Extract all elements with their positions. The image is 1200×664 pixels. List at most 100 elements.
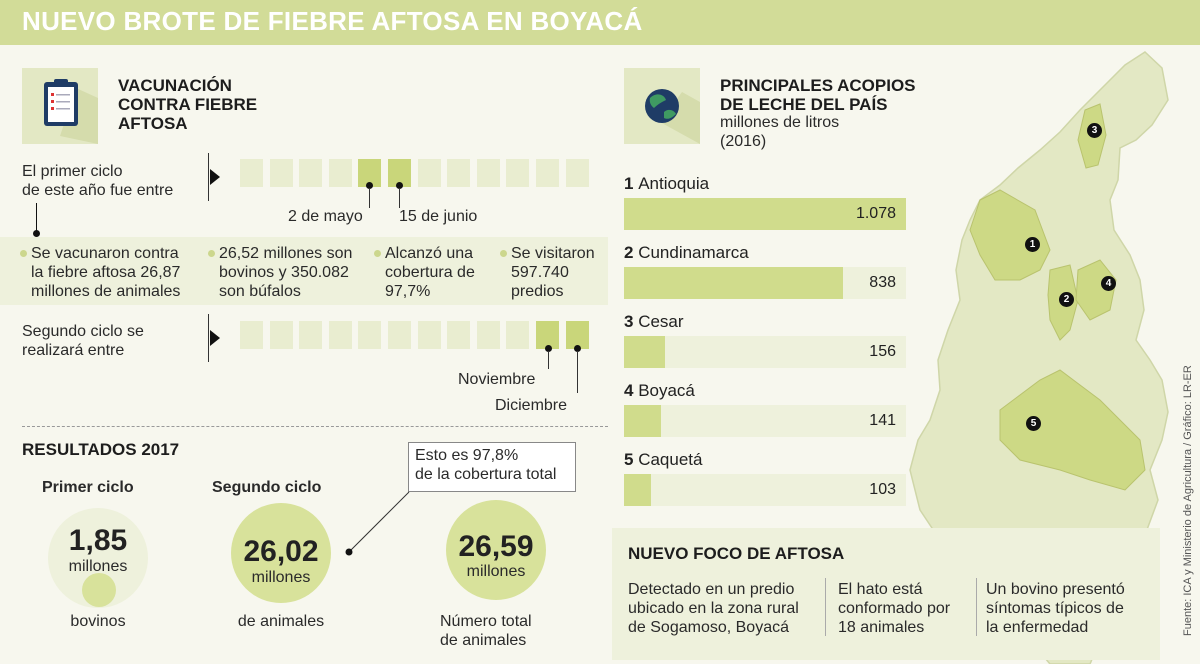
- fact-line: la fiebre aftosa 26,87: [31, 264, 181, 281]
- date-nov: Noviembre: [458, 371, 536, 388]
- foco-line: la enfermedad: [986, 619, 1089, 636]
- callout-connector: [345, 491, 410, 556]
- foco-header: NUEVO FOCO DE AFTOSA: [628, 544, 845, 563]
- second-cycle-label-line: Segundo ciclo se: [22, 323, 144, 340]
- month-cell: [388, 321, 411, 349]
- june-connector: [399, 188, 400, 208]
- acopios-header-line: PRINCIPALES ACOPIOS: [720, 76, 916, 95]
- bar-rank: 2: [624, 243, 639, 262]
- foco-line: conformado por: [838, 600, 951, 617]
- callout-line: de la cobertura total: [415, 466, 557, 483]
- timeline-1-arrow: [210, 169, 220, 185]
- dec-connector: [577, 351, 578, 393]
- month-cell: [240, 321, 263, 349]
- globe-icon: [645, 89, 700, 144]
- first-cycle-inner-circle: [82, 573, 116, 607]
- month-cell: [328, 321, 352, 349]
- may-connector: [369, 188, 370, 208]
- foco-line: Un bovino presentó: [986, 581, 1125, 598]
- first-cycle-unit: millones: [68, 558, 128, 575]
- fact-4: Se visitaron 597.740 predios: [511, 244, 595, 301]
- month-cell: [240, 159, 263, 187]
- timeline-2-arrow: [210, 330, 220, 346]
- foco-col-2: El hato está conformado por 18 animales: [838, 580, 950, 637]
- bar-rank: 4: [624, 381, 639, 400]
- map-pin-3: 3: [1087, 123, 1102, 138]
- fact-line: cobertura de: [385, 264, 475, 281]
- month-cell: [476, 321, 500, 349]
- fact-bullet: [500, 250, 507, 257]
- first-cycle-caption: bovinos: [70, 613, 126, 630]
- bar-label: 3 Cesar: [624, 312, 684, 332]
- bar-track: [624, 405, 906, 437]
- foco-col-3: Un bovino presentó síntomas típicos de l…: [986, 580, 1125, 637]
- bar-category: Caquetá: [638, 450, 703, 469]
- fact-bullet: [20, 250, 27, 257]
- globe-icon-box: [624, 68, 700, 144]
- fact-1: Se vacunaron contra la fiebre aftosa 26,…: [31, 244, 180, 301]
- bar-label: 1 Antioquia: [624, 174, 709, 194]
- acopios-header: PRINCIPALES ACOPIOS DE LECHE DEL PAÍS: [720, 76, 916, 114]
- fact-line: predios: [511, 283, 564, 300]
- bar-category: Cesar: [638, 312, 684, 331]
- fact-line: 97,7%: [385, 283, 431, 300]
- first-cycle-connector: [36, 203, 37, 233]
- bar-category: Antioquia: [638, 174, 710, 193]
- month-cell: [269, 159, 293, 187]
- timeline-1-divider: [208, 153, 209, 201]
- second-cycle-circle: [231, 503, 331, 603]
- month-cell: [565, 159, 589, 187]
- vacunacion-header-line: CONTRA FIEBRE: [118, 95, 258, 114]
- total-value: 26,59: [458, 530, 534, 563]
- foco-divider: [825, 578, 826, 636]
- clipboard-icon: [44, 79, 98, 144]
- clipboard-icon-box: [22, 68, 98, 144]
- month-cell: [417, 159, 441, 187]
- fact-2: 26,52 millones son bovinos y 350.082 son…: [219, 244, 352, 301]
- month-cell: [506, 321, 530, 349]
- month-cell: [536, 159, 559, 187]
- second-cycle-result-label: Segundo ciclo: [212, 479, 322, 496]
- month-cell: [299, 159, 323, 187]
- month-cell: [269, 321, 293, 349]
- section-separator: [22, 426, 608, 427]
- foco-col-1: Detectado en un predio ubicado en la zon…: [628, 580, 799, 637]
- month-cell: [358, 159, 382, 187]
- vacunacion-header-line: VACUNACIÓN: [118, 76, 232, 95]
- timeline-2-divider: [208, 314, 209, 362]
- fact-line: Se vacunaron contra: [31, 245, 179, 262]
- fact-line: 597.740: [511, 264, 569, 281]
- date-dot-june: [396, 182, 403, 189]
- foco-line: ubicado en la zona rural: [628, 600, 799, 617]
- bar-value-label: 156: [869, 343, 896, 360]
- nov-connector: [548, 351, 549, 369]
- first-cycle-result-label: Primer ciclo: [42, 479, 134, 496]
- map-pin-1: 1: [1025, 237, 1040, 252]
- map-pin-2: 2: [1059, 292, 1074, 307]
- month-cell: [536, 321, 559, 349]
- resultados-header: RESULTADOS 2017: [22, 440, 180, 459]
- facts-band: [0, 237, 608, 305]
- month-cell: [388, 159, 411, 187]
- bar: [624, 405, 661, 437]
- map-pin-4: 4: [1101, 276, 1116, 291]
- fact-bullet: [208, 250, 215, 257]
- month-cell: [299, 321, 323, 349]
- month-cell: [565, 321, 589, 349]
- fact-line: Se visitaron: [511, 245, 595, 262]
- total-caption-line: de animales: [440, 632, 527, 649]
- colombia-map: [909, 51, 1169, 664]
- foco-line: de Sogamoso, Boyacá: [628, 619, 789, 636]
- fact-line: bovinos y 350.082: [219, 264, 349, 281]
- total-circle: [446, 500, 546, 600]
- fact-line: Alcanzó una: [385, 245, 474, 262]
- bar-category: Cundinamarca: [638, 243, 749, 262]
- first-cycle-value: 1,85: [68, 524, 128, 557]
- vacunacion-header: VACUNACIÓN CONTRA FIEBRE AFTOSA: [118, 76, 257, 133]
- date-dec: Diciembre: [495, 397, 568, 414]
- foco-line: 18 animales: [838, 619, 925, 636]
- map-pin-5: 5: [1026, 416, 1041, 431]
- bar-rank: 3: [624, 312, 639, 331]
- foco-line: El hato está: [838, 581, 923, 598]
- bar-rank: 5: [624, 450, 639, 469]
